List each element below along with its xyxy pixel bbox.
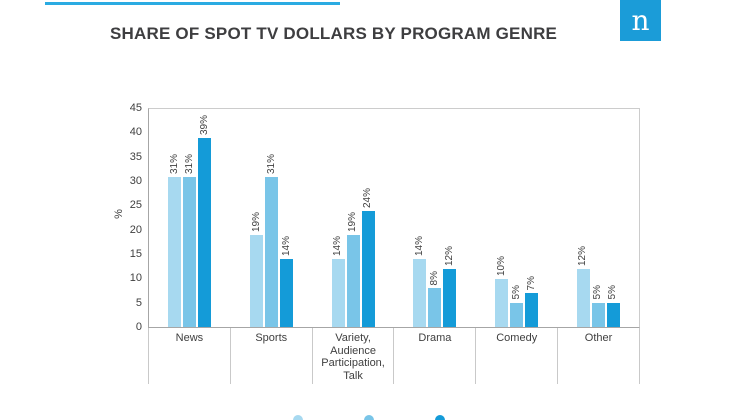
bar-column: 12% — [443, 109, 457, 327]
bar-column: 14% — [331, 109, 345, 327]
bar-value-label: 39% — [198, 115, 210, 136]
bar-column: 14% — [280, 109, 293, 327]
x-axis-category-label: Other — [558, 328, 640, 384]
y-tick-label: 25 — [129, 199, 142, 212]
y-tick-label: 0 — [135, 321, 142, 333]
bar-column: 31% — [265, 109, 278, 327]
bar-value-label: 12% — [443, 245, 455, 266]
bar-column: 31% — [183, 109, 197, 327]
legend — [293, 415, 451, 420]
bar — [331, 259, 345, 327]
bar — [576, 268, 590, 327]
y-tick-label: 30 — [129, 175, 142, 187]
bar — [250, 234, 263, 327]
bar-column: 19% — [250, 109, 263, 327]
bar — [280, 259, 293, 327]
nielsen-logo-letter: n — [631, 3, 650, 37]
x-axis-category-label: News — [149, 328, 231, 384]
bar-value-label: 19% — [250, 211, 262, 232]
bar-column: 5% — [606, 109, 620, 327]
bar-value-label: 5% — [607, 285, 619, 300]
plot-area: 31% 31% 39% 19% 31% 14% 14% 19% 24% 14% 8% 12% 10% 5%… — [148, 108, 640, 328]
bar-column: 5% — [591, 109, 605, 327]
y-tick-label: 35 — [129, 150, 142, 163]
bar-column: 14% — [413, 109, 427, 327]
bar-value-label: 19% — [347, 211, 359, 232]
bar-value-label: 8% — [428, 270, 440, 286]
bar-column: 10% — [495, 109, 509, 327]
bar-value-label: 10% — [495, 255, 507, 276]
bar — [265, 176, 278, 327]
bar — [183, 176, 197, 327]
bar-column: 39% — [198, 109, 212, 327]
bar-column: 31% — [168, 109, 182, 327]
bar-column: 5% — [510, 109, 524, 327]
legend-marker-dot — [293, 415, 303, 420]
bar-value-label: 5% — [510, 285, 522, 300]
bar — [346, 234, 360, 327]
y-tick-label: 40 — [129, 126, 142, 139]
bar — [606, 302, 620, 327]
nielsen-logo: n — [620, 0, 661, 41]
bar — [361, 210, 375, 327]
bar-column: 8% — [428, 109, 442, 327]
bar — [413, 259, 427, 327]
bar-column: 19% — [346, 109, 360, 327]
chart-title: SHARE OF SPOT TV DOLLARS BY PROGRAM GENR… — [110, 24, 558, 43]
y-tick-label: 45 — [129, 102, 142, 114]
legend-marker-dot — [364, 415, 374, 420]
x-axis-category-label: Drama — [394, 328, 477, 384]
bar — [510, 302, 524, 327]
bar-value-label: 14% — [413, 236, 425, 257]
bar — [525, 293, 539, 327]
bar — [443, 268, 457, 327]
bar-value-label: 5% — [592, 285, 604, 300]
bar-value-label: 31% — [183, 153, 195, 174]
bar-group: 14% 8% 12% — [394, 109, 476, 327]
bar-group: 12% 5% 5% — [557, 109, 639, 327]
y-tick-label: 15 — [129, 248, 142, 260]
bar-group: 19% 31% 14% — [231, 109, 313, 327]
bar-column: 7% — [525, 109, 539, 327]
y-tick-label: 10 — [129, 272, 142, 285]
x-axis-category-label: Sports — [231, 328, 313, 384]
bar-group: 10% 5% 7% — [476, 109, 558, 327]
bar-value-label: 31% — [168, 153, 180, 174]
legend-marker-dot — [435, 415, 445, 420]
bar-value-label: 7% — [525, 275, 537, 291]
x-axis-category-label: Variety, Audience Participation, Talk — [313, 328, 395, 384]
bar — [198, 138, 212, 327]
bar-column: 12% — [576, 109, 590, 327]
bar-value-label: 14% — [332, 236, 344, 257]
bar — [495, 278, 509, 327]
bar — [591, 302, 605, 327]
legend-item — [364, 415, 380, 420]
x-axis-category-label: Comedy — [476, 328, 559, 384]
top-accent-line — [45, 2, 340, 5]
x-axis-labels: News Sports Variety, Audience Participatio… — [148, 328, 640, 384]
bar-group: 14% 19% 24% — [312, 109, 394, 327]
legend-item — [293, 415, 309, 420]
bar — [168, 176, 182, 327]
legend-item — [435, 415, 451, 420]
bar-value-label: 31% — [265, 153, 277, 174]
bar-value-label: 12% — [577, 245, 589, 266]
bar-value-label: 14% — [280, 236, 292, 257]
bar-column: 24% — [361, 109, 375, 327]
bar-value-label: 24% — [362, 187, 374, 208]
bar-group: 31% 31% 39% — [149, 109, 231, 327]
y-tick-label: 20 — [129, 223, 142, 236]
bar — [428, 288, 442, 327]
y-tick-label: 5 — [135, 296, 142, 309]
